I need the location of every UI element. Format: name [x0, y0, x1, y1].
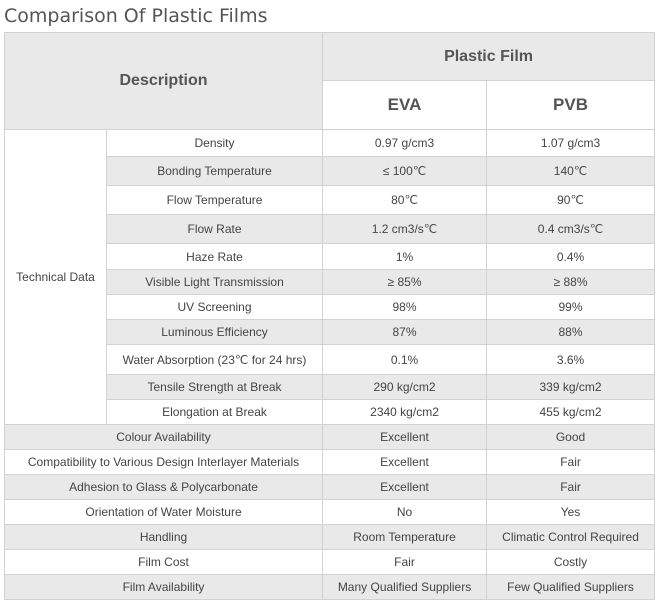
table-row: Film Availability Many Qualified Supplier…	[3, 574, 656, 600]
property-cell: Film Cost	[3, 549, 324, 575]
property-cell: Elongation at Break	[105, 399, 324, 425]
pvb-value: 0.4%	[486, 243, 656, 270]
pvb-value: 99%	[486, 294, 656, 320]
eva-value: ≥ 85%	[322, 269, 488, 295]
property-cell: Tensile Strength at Break	[105, 374, 324, 400]
eva-value: Excellent	[322, 474, 488, 500]
table-row: Visible Light Transmission ≥ 85% ≥ 88%	[5, 269, 656, 295]
pvb-value: 88%	[486, 319, 656, 345]
property-cell: Visible Light Transmission	[105, 269, 324, 295]
pvb-value: 455 kg/cm2	[486, 399, 656, 425]
table-row: Film Cost Fair Costly	[3, 549, 656, 575]
property-cell: Compatibility to Various Design Interlay…	[3, 449, 324, 475]
eva-value: 0.1%	[322, 344, 488, 375]
pvb-value: Few Qualified Suppliers	[486, 574, 656, 600]
pvb-value: Costly	[486, 549, 656, 575]
property-cell: Water Absorption (23℃ for 24 hrs)	[105, 344, 324, 375]
table-row: Tensile Strength at Break 290 kg/cm2 339 k…	[5, 374, 656, 400]
pvb-header: PVB	[486, 80, 656, 130]
property-cell: Haze Rate	[105, 243, 324, 270]
property-cell: Luminous Efficiency	[105, 319, 324, 345]
property-cell: Colour Availability	[3, 424, 324, 450]
property-cell: Flow Temperature	[105, 185, 324, 215]
pvb-value: 140℃	[486, 156, 656, 186]
property-cell: Flow Rate	[105, 214, 324, 244]
table-row: Flow Temperature 80℃ 90℃	[5, 185, 656, 215]
table-row: Technical Data Density 0.97 g/cm3 1.07 g/cm…	[4, 129, 656, 425]
eva-value: Room Temperature	[322, 524, 488, 550]
eva-value: 87%	[322, 319, 488, 345]
pvb-value: Good	[486, 424, 656, 450]
table-row: Water Absorption (23℃ for 24 hrs) 0.1% 3.6…	[5, 344, 656, 375]
table-row: Compatibility to Various Design Interlay…	[3, 449, 656, 475]
pvb-value: 90℃	[486, 185, 656, 215]
table-row: Haze Rate 1% 0.4%	[5, 243, 656, 270]
property-cell: Bonding Temperature	[105, 156, 324, 186]
property-cell: Handling	[3, 524, 324, 550]
pvb-value: Fair	[486, 449, 656, 475]
eva-value: 1%	[322, 243, 488, 270]
comparison-table: Description Plastic Film EVA PVB Technic…	[3, 32, 656, 600]
technical-data-label: Technical Data	[4, 129, 107, 425]
eva-value: Excellent	[322, 449, 488, 475]
table-row: Luminous Efficiency 87% 88%	[5, 319, 656, 345]
pvb-value: Climatic Control Required	[486, 524, 656, 550]
pvb-value: 0.4 cm3/s℃	[486, 214, 656, 244]
pvb-value: 339 kg/cm2	[486, 374, 656, 400]
eva-value: Excellent	[322, 424, 488, 450]
page-title: Comparison Of Plastic Films	[4, 5, 268, 27]
plastic-film-header: Plastic Film	[322, 32, 656, 81]
table-row: Colour Availability Excellent Good	[3, 424, 656, 450]
eva-value: 1.2 cm3/s℃	[322, 214, 488, 244]
eva-value: Fair	[322, 549, 488, 575]
table-row: Handling Room Temperature Climatic Control…	[3, 524, 656, 550]
property-cell: Orientation of Water Moisture	[3, 499, 324, 525]
table-row: Orientation of Water Moisture No Yes	[3, 499, 656, 525]
pvb-value: Yes	[486, 499, 656, 525]
pvb-value: 1.07 g/cm3	[486, 129, 656, 157]
pvb-value: Fair	[486, 474, 656, 500]
property-cell: Film Availability	[3, 574, 324, 600]
description-header: Description	[3, 32, 324, 130]
eva-value: 290 kg/cm2	[322, 374, 488, 400]
eva-value: 0.97 g/cm3	[322, 129, 488, 157]
eva-value: 80℃	[322, 185, 488, 215]
eva-header: EVA	[322, 80, 488, 130]
table-row: Bonding Temperature ≤ 100℃ 140℃	[5, 156, 656, 186]
pvb-value: ≥ 88%	[486, 269, 656, 295]
eva-value: No	[322, 499, 488, 525]
eva-value: ≤ 100℃	[322, 156, 488, 186]
eva-value: 2340 kg/cm2	[322, 399, 488, 425]
eva-value: 98%	[322, 294, 488, 320]
table-row: Adhesion to Glass & Polycarbonate Excelle…	[3, 474, 656, 500]
pvb-value: 3.6%	[486, 344, 656, 375]
table-row: Flow Rate 1.2 cm3/s℃ 0.4 cm3/s℃	[5, 214, 656, 244]
eva-value: Many Qualified Suppliers	[322, 574, 488, 600]
property-cell: Density	[105, 129, 324, 157]
property-cell: Adhesion to Glass & Polycarbonate	[3, 474, 324, 500]
property-cell: UV Screening	[105, 294, 324, 320]
